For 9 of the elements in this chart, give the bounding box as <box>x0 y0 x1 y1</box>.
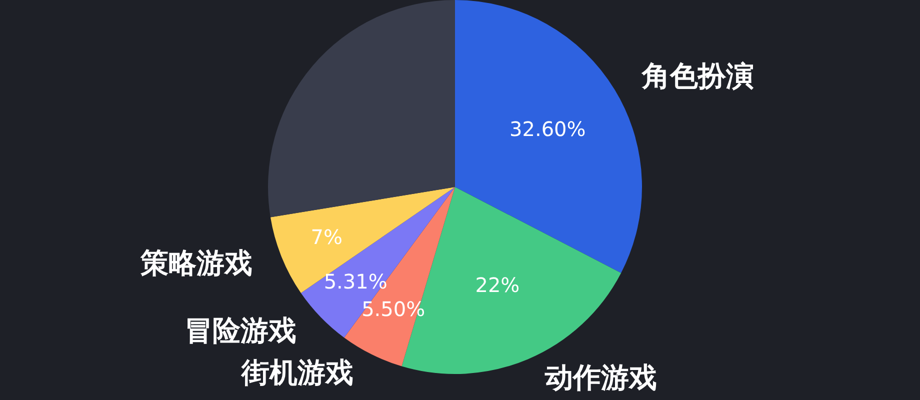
data-label: 22% <box>475 273 520 298</box>
data-label: 7% <box>310 224 342 249</box>
slice-label: 街机游戏 <box>240 356 354 389</box>
slice-label: 策略游戏 <box>140 246 253 280</box>
slice-label: 角色扮演 <box>640 59 754 92</box>
slice-label: 冒险游戏 <box>184 314 297 347</box>
data-label: 5.31% <box>324 269 388 294</box>
data-label: 32.60% <box>510 116 586 141</box>
slice-label: 动作游戏 <box>544 361 657 394</box>
